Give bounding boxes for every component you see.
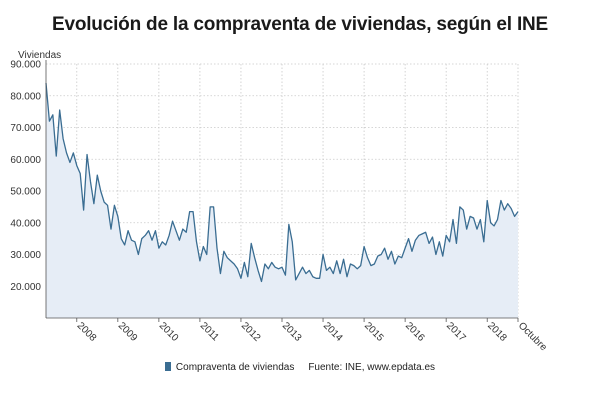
y-tick-label: 40.000 xyxy=(10,218,41,229)
y-tick-label: 80.000 xyxy=(10,91,41,102)
x-tick-label: Octubre xyxy=(516,320,549,353)
x-tick-label: 2013 xyxy=(280,320,304,344)
x-tick-label: 2018 xyxy=(485,320,509,344)
y-tick-label: 20.000 xyxy=(10,282,41,293)
x-tick-label: 2010 xyxy=(157,320,181,344)
legend-swatch xyxy=(164,362,171,371)
x-tick-label: 2016 xyxy=(403,320,427,344)
x-tick-label: 2015 xyxy=(362,320,386,344)
legend-series-label[interactable]: Compraventa de viviendas xyxy=(175,362,295,373)
source-note: Fuente: INE, www.epdata.es xyxy=(308,362,436,373)
x-tick-label: 2011 xyxy=(198,320,221,343)
y-tick-label: 90.000 xyxy=(10,60,41,71)
series-area xyxy=(46,83,518,318)
y-tick-label: 50.000 xyxy=(10,187,41,198)
y-tick-label: 60.000 xyxy=(10,155,41,166)
x-tick-label: 2017 xyxy=(444,320,468,344)
x-tick-label: 2009 xyxy=(116,320,140,344)
y-axis-unit-label: Viviendas xyxy=(18,50,62,61)
x-tick-label: 2014 xyxy=(321,320,345,344)
y-tick-label: 70.000 xyxy=(10,123,41,134)
legend: Compraventa de viviendas Fuente: INE, www… xyxy=(0,362,600,373)
y-tick-label: 30.000 xyxy=(10,250,41,261)
chart-title: Evolución de la compraventa de viviendas… xyxy=(51,14,549,35)
x-tick-label: 2012 xyxy=(239,320,263,344)
x-tick-label: 2008 xyxy=(75,320,99,344)
series-line xyxy=(45,82,519,283)
